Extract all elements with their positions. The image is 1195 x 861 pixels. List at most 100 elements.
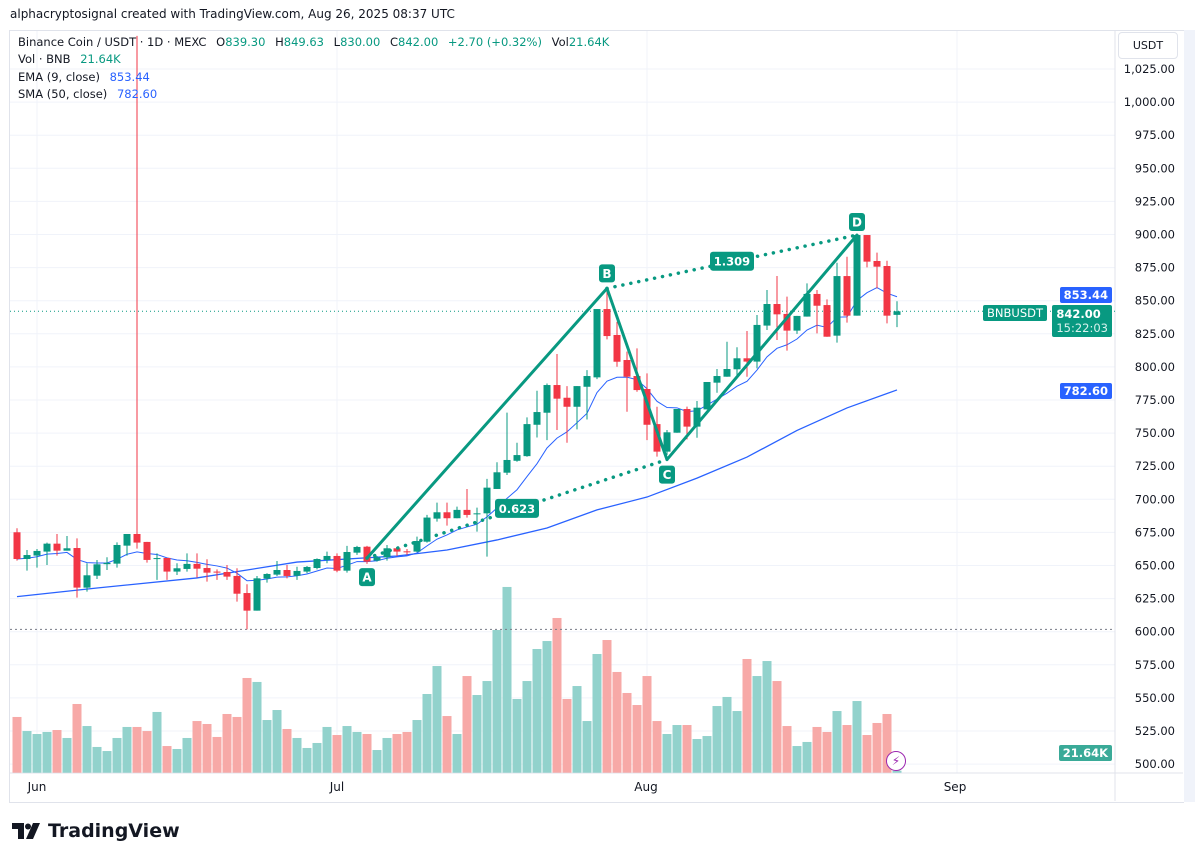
- high-label: H: [275, 35, 284, 49]
- volume-bar: [732, 711, 742, 773]
- volume-bar: [422, 693, 432, 773]
- volume-bar: [252, 681, 262, 773]
- candle-body: [543, 385, 551, 413]
- candle-body: [413, 541, 421, 552]
- candle-body: [833, 276, 841, 336]
- candle-body: [753, 324, 761, 362]
- price-tick-label: 600.00: [1135, 625, 1175, 639]
- price-tick-label: 550.00: [1135, 691, 1175, 705]
- candle-body: [343, 551, 351, 571]
- candles: [13, 35, 901, 630]
- volume-bar: [642, 676, 652, 773]
- candle-body: [273, 570, 281, 575]
- tradingview-logo[interactable]: TradingView: [12, 820, 180, 842]
- time-label-jun: Jun: [27, 780, 47, 794]
- candle-body: [303, 566, 311, 572]
- candle-body: [293, 570, 301, 576]
- legend-volume-row[interactable]: Vol · BNB 21.64K: [18, 51, 609, 68]
- volume-bar: [172, 748, 182, 773]
- sma-label: SMA (50, close): [18, 86, 108, 101]
- volume-bar: [882, 713, 892, 773]
- candle-body: [393, 548, 401, 552]
- volume-bar: [192, 721, 202, 773]
- low-label: L: [333, 35, 341, 49]
- lightning-icon[interactable]: ⚡: [886, 751, 906, 771]
- close-value: 842.00: [398, 35, 439, 49]
- candle-body: [223, 571, 231, 577]
- volume-bar: [462, 676, 472, 773]
- volume-bar: [312, 742, 322, 773]
- candle-body: [163, 557, 171, 572]
- volume-bar: [202, 723, 212, 773]
- volume-bar: [562, 698, 572, 773]
- candle-body: [93, 564, 101, 576]
- candle-body: [23, 555, 31, 560]
- volume-bar: [342, 726, 352, 773]
- volume-bar: [522, 681, 532, 773]
- candle-body: [813, 293, 821, 306]
- time-label-jul: Jul: [329, 780, 345, 794]
- symbol-title[interactable]: Binance Coin / USDT · 1D · MEXC: [18, 35, 207, 49]
- pattern-point-box: [659, 465, 675, 484]
- volume-bar: [402, 731, 412, 773]
- legend-sma-row[interactable]: SMA (50, close) 782.60: [18, 86, 609, 103]
- candle-body: [283, 570, 291, 576]
- candle-body: [583, 376, 591, 387]
- chart-pane[interactable]: [9, 30, 1184, 803]
- candle-body: [313, 559, 321, 569]
- candle-body: [733, 358, 741, 370]
- ratio-label-box: [710, 251, 754, 271]
- price-tick-label: 750.00: [1135, 426, 1175, 440]
- pattern-leg: [605, 286, 669, 462]
- volume-bar: [472, 695, 482, 773]
- candle-body: [443, 512, 451, 519]
- volume-bar: [782, 726, 792, 773]
- close-label: C: [389, 35, 399, 49]
- volume-bar: [672, 725, 682, 773]
- legend: Binance Coin / USDT · 1D · MEXC O839.30 …: [18, 34, 609, 103]
- legend-ema-row[interactable]: EMA (9, close) 853.44: [18, 69, 609, 86]
- volume-bar: [702, 736, 712, 773]
- volume-bar: [332, 735, 342, 773]
- volume-bar: [852, 701, 862, 773]
- currency-button[interactable]: USDT: [1118, 32, 1178, 59]
- candle-body: [893, 311, 901, 315]
- volume-value: 21.64K: [568, 35, 610, 49]
- volume-bar: [682, 725, 692, 773]
- price-tick-label: 500.00: [1135, 757, 1175, 771]
- price-tick-label: 625.00: [1135, 592, 1175, 606]
- volume-bar: [162, 746, 172, 773]
- volume-bar: [812, 726, 822, 773]
- ratio-label: 0.623: [499, 502, 535, 516]
- volume-bar: [292, 737, 302, 773]
- price-tick-label: 850.00: [1135, 294, 1175, 308]
- volume-bar: [222, 713, 232, 773]
- candle-body: [403, 551, 411, 553]
- right-scrollbar[interactable]: [1184, 30, 1195, 802]
- candle-body: [553, 385, 561, 399]
- price-tick-label: 675.00: [1135, 525, 1175, 539]
- horizontal-lines: [10, 310, 1115, 630]
- volume-bar: [612, 671, 622, 773]
- volume-bar: [62, 737, 72, 773]
- candle-body: [663, 432, 671, 452]
- candle-body: [513, 455, 521, 461]
- legend-symbol-row: Binance Coin / USDT · 1D · MEXC O839.30 …: [18, 34, 609, 51]
- volume-bar: [892, 770, 902, 773]
- volume-bars: [12, 586, 902, 773]
- candle-body: [323, 555, 331, 560]
- time-label-aug: Aug: [634, 780, 658, 794]
- candle-body: [533, 412, 541, 425]
- candle-body: [103, 562, 111, 565]
- last-price-tag: 842.00 15:22:03: [1052, 305, 1112, 337]
- price-tick-label: 525.00: [1135, 724, 1175, 738]
- volume-bar: [492, 630, 502, 773]
- volume-bar: [282, 728, 292, 773]
- volume-bar: [452, 733, 462, 773]
- volume-bar: [242, 677, 252, 773]
- volume-bar: [232, 716, 242, 773]
- price-tick-label: 1,000.00: [1124, 95, 1175, 109]
- candle-body: [563, 397, 571, 407]
- candle-body: [133, 533, 141, 543]
